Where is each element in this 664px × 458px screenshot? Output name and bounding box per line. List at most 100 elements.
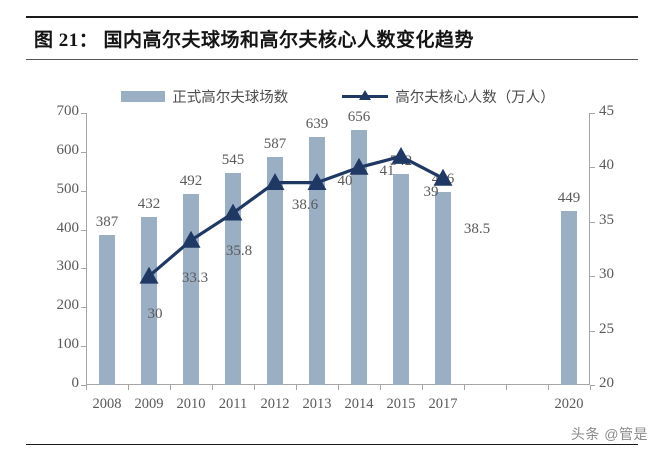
x-axis-tick: [212, 385, 213, 390]
bar-data-label: 449: [557, 189, 581, 206]
bar-data-label: 387: [95, 213, 119, 230]
x-axis-tick-label: 2009: [134, 396, 164, 412]
line-marker-triangle-icon: [433, 168, 453, 186]
x-axis-tick-label: 2013: [302, 396, 332, 412]
line-marker-triangle-icon: [181, 230, 201, 248]
figure-title-block: 图 21： 国内高尔夫球场和高尔夫核心人数变化趋势: [26, 16, 638, 60]
left-axis-tick: [81, 190, 86, 192]
line-data-label: 41: [379, 162, 395, 179]
legend-item-line[interactable]: 高尔夫核心人数（万人）: [342, 86, 555, 107]
left-axis-tick-label: 400: [56, 219, 80, 236]
bar: [308, 136, 326, 385]
bar: [434, 192, 452, 385]
left-axis-tick-label: 200: [56, 297, 80, 314]
x-axis-tick: [170, 385, 171, 390]
line-data-label: 35.8: [225, 243, 253, 260]
x-axis-tick: [338, 385, 339, 390]
bar: [560, 210, 578, 385]
plot-area: 0 100 200 300 400 500 600 700 20 25 30 35 40 45 2008…: [57, 103, 615, 412]
line-data-label: 30: [147, 306, 163, 323]
bar: [224, 173, 242, 385]
x-axis-tick-label: 2010: [176, 396, 206, 412]
line-data-label: 33.3: [181, 270, 209, 287]
page-title: 图 21： 国内高尔夫球场和高尔夫核心人数变化趋势: [34, 30, 475, 51]
bar: [140, 217, 158, 385]
chart-legend: 正式高尔夫球场数 高尔夫核心人数（万人）: [86, 84, 590, 108]
left-axis-tick: [81, 346, 86, 348]
left-axis-tick: [81, 113, 86, 114]
floating-data-label: 38.5: [463, 221, 491, 237]
legend-bar-swatch-icon: [121, 90, 166, 102]
left-axis-tick-label: 500: [56, 180, 80, 197]
right-axis-tick: [590, 385, 595, 386]
left-axis-tick: [81, 268, 86, 270]
left-axis-tick: [81, 229, 86, 231]
left-axis-line: [86, 113, 87, 385]
x-axis-tick-label: 2008: [92, 396, 122, 412]
left-axis-tick-label: 100: [56, 336, 80, 353]
x-axis-tick-label: 2014: [344, 396, 374, 412]
left-axis-tick-label: 700: [56, 103, 80, 119]
bar: [98, 234, 116, 385]
line-data-label: 40: [337, 173, 353, 190]
right-axis-tick-label: 40: [599, 157, 614, 174]
line-series-path: [147, 154, 444, 278]
x-axis-tick-label: 2012: [260, 396, 290, 412]
left-axis-tick-label: 0: [71, 375, 80, 391]
x-axis-tick: [590, 385, 591, 390]
right-axis-tick: [590, 113, 595, 114]
right-axis-tick-label: 20: [599, 375, 614, 391]
x-axis-tick: [296, 385, 297, 390]
bar: [266, 156, 284, 385]
right-axis-tick-label: 30: [599, 266, 614, 283]
line-series-markers: [139, 147, 453, 284]
left-axis-tick-label: 600: [56, 141, 80, 158]
bar-data-label: 587: [263, 135, 287, 152]
right-axis-tick: [590, 330, 595, 332]
legend-triangle-marker-icon: [359, 90, 372, 100]
left-axis-tick: [81, 385, 86, 386]
bar-data-label: 432: [137, 196, 161, 213]
line-marker-triangle-icon: [223, 203, 243, 221]
left-axis-tick: [81, 307, 86, 309]
x-axis-tick: [464, 385, 465, 390]
line-marker-triangle-icon: [139, 266, 159, 284]
footer-divider: [26, 444, 638, 445]
left-axis-tick-label: 300: [56, 258, 80, 275]
x-axis-tick: [86, 385, 87, 390]
x-axis-tick: [422, 385, 423, 390]
bar: [350, 130, 368, 385]
legend-bar-label: 正式高尔夫球场数: [172, 89, 289, 106]
right-axis-tick: [590, 221, 595, 223]
right-axis-tick-label: 35: [599, 211, 614, 228]
x-axis-tick: [380, 385, 381, 390]
watermark: 头条 @管是: [570, 426, 648, 442]
line-marker-triangle-icon: [265, 173, 285, 190]
x-axis-tick: [254, 385, 255, 390]
bar-data-label: 639: [305, 115, 329, 132]
line-data-label: 38.6: [291, 196, 319, 213]
legend-item-bar[interactable]: 正式高尔夫球场数: [121, 86, 288, 107]
right-axis-line: [589, 113, 590, 385]
left-axis-tick: [81, 151, 86, 153]
line-data-label: 39: [423, 184, 439, 201]
right-axis-tick-label: 45: [599, 103, 614, 119]
right-axis-tick-label: 25: [599, 320, 614, 337]
x-axis-tick-label: 2015: [386, 396, 416, 412]
x-axis-tick: [548, 385, 549, 390]
bar: [392, 174, 410, 385]
legend-line-swatch-icon: [342, 89, 389, 103]
x-axis-tick: [506, 385, 507, 390]
bar-data-label: 656: [347, 109, 371, 126]
right-axis-tick: [590, 167, 595, 169]
chart-container: 正式高尔夫球场数 高尔夫核心人数（万人） 0 100 200 300 400 500 600…: [0, 62, 664, 434]
line-series: [139, 147, 453, 284]
line-marker-triangle-icon: [307, 173, 327, 190]
bottom-axis-line: [86, 384, 590, 385]
x-axis-tick-label: 2011: [218, 396, 248, 412]
x-axis-tick-label: 2017: [428, 396, 458, 412]
x-axis-tick: [128, 385, 129, 390]
legend-line-label: 高尔夫核心人数（万人）: [395, 89, 555, 106]
bar-data-label: 545: [221, 152, 245, 169]
line-marker-triangle-icon: [349, 157, 369, 175]
